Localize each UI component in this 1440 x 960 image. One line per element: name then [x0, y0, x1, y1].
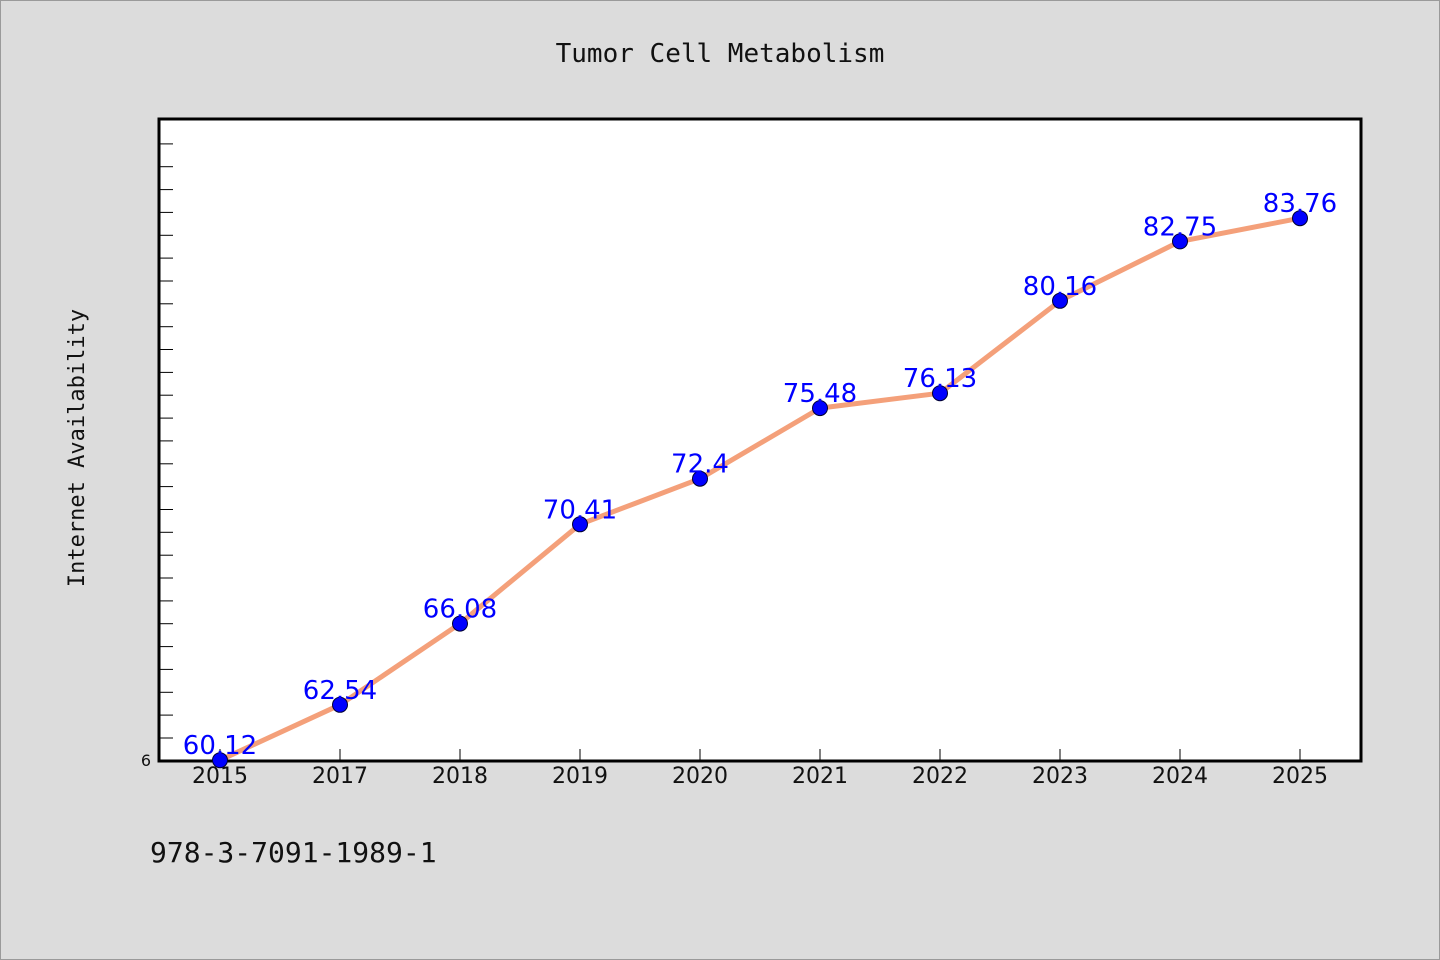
series-line-group [217, 215, 1303, 763]
series-line [217, 215, 1303, 763]
data-label: 75.48 [783, 379, 857, 409]
x-axis-ticks: 2015 2017 2018 2019 2020 2021 2022 2023 2024 2025 [192, 749, 1328, 789]
data-label: 70.41 [543, 495, 617, 525]
data-label: 83.76 [1263, 189, 1337, 219]
data-labels: 60.12 62.54 66.08 70.41 72.4 75.48 76.13 80.16 8… [183, 189, 1337, 761]
data-label: 80.16 [1023, 272, 1097, 302]
x-tick-label: 2025 [1272, 764, 1328, 789]
data-label: 72.4 [671, 450, 729, 480]
x-tick-label: 2024 [1152, 764, 1208, 789]
data-point [812, 400, 828, 417]
chart-title: Tumor Cell Metabolism [556, 39, 885, 69]
y-axis-ticks [159, 143, 173, 739]
x-tick-label: 2017 [312, 764, 368, 789]
data-label: 82.75 [1143, 212, 1217, 242]
x-tick-label: 2020 [672, 764, 728, 789]
x-tick-label: 2018 [432, 764, 488, 789]
data-point [1292, 210, 1308, 227]
y-tick-label: 6 [141, 751, 151, 770]
x-tick-label: 2022 [912, 764, 968, 789]
data-label: 60.12 [183, 731, 257, 761]
data-point [332, 696, 348, 713]
data-markers [212, 210, 1308, 769]
data-point [692, 470, 708, 487]
data-label: 76.13 [903, 364, 977, 394]
data-point [932, 385, 948, 402]
data-point [212, 752, 228, 769]
plot-area [157, 117, 1363, 763]
y-axis-label: Internet Availability [65, 309, 90, 587]
data-label: 66.08 [423, 595, 497, 625]
data-point [1052, 292, 1068, 309]
x-tick-label: 2021 [792, 764, 848, 789]
data-point [572, 516, 588, 533]
data-point [1172, 233, 1188, 250]
data-point [452, 615, 468, 632]
footer-text: 978-3-7091-1989-1 [150, 836, 437, 869]
x-tick-label: 2019 [552, 764, 608, 789]
x-tick-label: 2023 [1032, 764, 1088, 789]
data-label: 62.54 [303, 676, 377, 706]
